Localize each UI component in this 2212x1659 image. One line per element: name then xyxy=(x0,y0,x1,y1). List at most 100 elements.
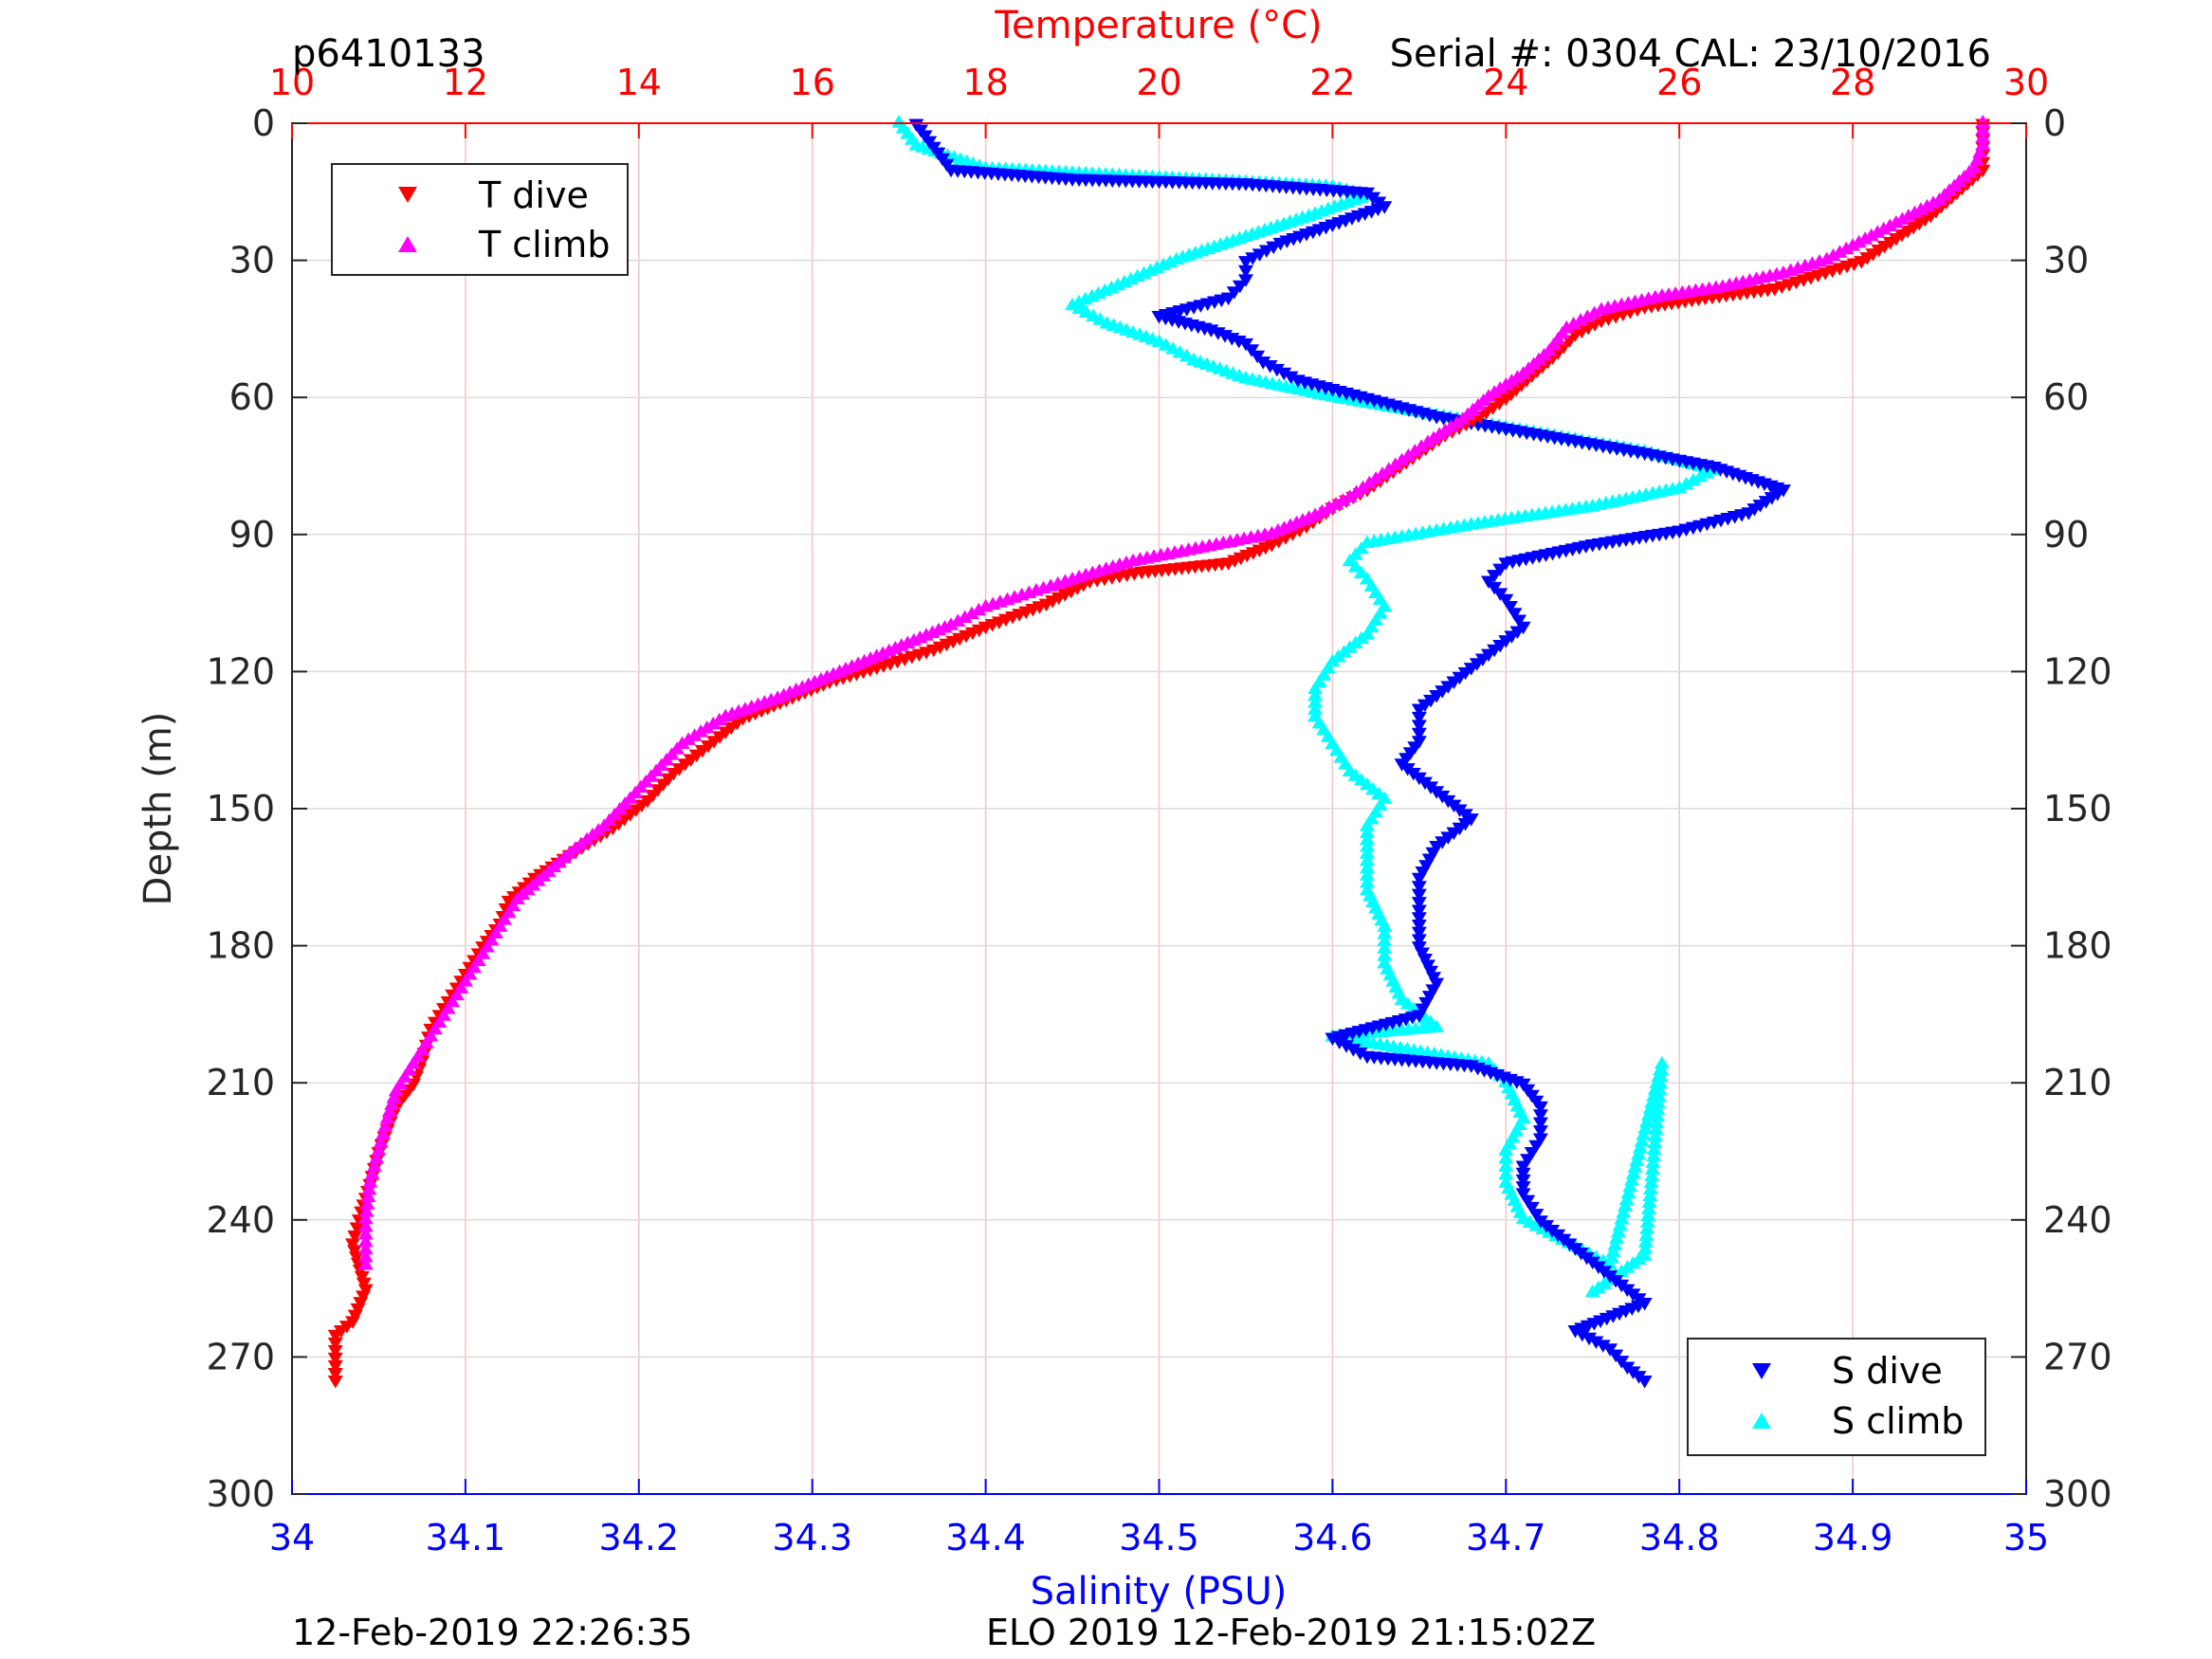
footer-timestamp: 12-Feb-2019 22:26:35 xyxy=(292,1612,693,1653)
data-point xyxy=(1654,1062,1670,1076)
data-point xyxy=(1646,1141,1662,1156)
series-t-climb xyxy=(357,115,1991,1270)
data-point xyxy=(1352,1047,1368,1061)
salinity-tick-label: 34.7 xyxy=(1466,1517,1546,1559)
data-point xyxy=(357,1241,374,1255)
depth-tick-label-right: 180 xyxy=(2043,925,2112,967)
data-point xyxy=(501,895,517,909)
data-point xyxy=(1411,919,1427,933)
data-point xyxy=(1528,1209,1545,1222)
data-point xyxy=(1638,1228,1654,1241)
data-point xyxy=(346,1245,362,1258)
data-point xyxy=(1622,1178,1638,1193)
data-point xyxy=(1359,846,1375,859)
data-point xyxy=(1653,1068,1669,1083)
data-point xyxy=(1258,245,1274,259)
data-point xyxy=(1636,1127,1652,1140)
data-point xyxy=(1637,1234,1654,1248)
salinity-tick-label: 34.6 xyxy=(1292,1517,1373,1559)
data-point xyxy=(1498,1166,1514,1180)
data-point xyxy=(373,1135,389,1148)
data-point xyxy=(1307,681,1324,695)
data-point xyxy=(1644,1161,1660,1176)
data-point xyxy=(1307,702,1324,715)
data-point xyxy=(1057,589,1073,602)
data-point xyxy=(1653,1075,1669,1089)
data-point xyxy=(348,1251,364,1265)
data-point xyxy=(1331,1036,1347,1049)
salinity-legend: S dive S climb xyxy=(1687,1338,1986,1456)
salinity-tick-label: 34.9 xyxy=(1813,1517,1893,1559)
data-point xyxy=(1618,1192,1635,1206)
depth-tick-label-left: 300 xyxy=(206,1473,275,1515)
data-point xyxy=(327,1376,343,1389)
data-point xyxy=(1643,1175,1659,1189)
temperature-legend-box xyxy=(331,163,629,276)
data-point xyxy=(1411,711,1427,725)
data-point xyxy=(1411,934,1427,947)
depth-tick-label-left: 210 xyxy=(206,1062,275,1103)
data-point xyxy=(1063,585,1079,599)
depth-tick-label-right: 210 xyxy=(2043,1062,2112,1103)
data-point xyxy=(327,1344,343,1358)
data-point xyxy=(1612,1217,1628,1231)
depth-tick-label-left: 120 xyxy=(206,650,275,692)
data-point xyxy=(1272,237,1289,251)
data-point xyxy=(1636,1376,1653,1389)
temperature-legend: T dive T climb xyxy=(331,163,629,276)
data-point xyxy=(347,1230,363,1244)
data-point xyxy=(1359,875,1375,888)
s-dive-legend-marker xyxy=(1752,1363,1771,1379)
data-point xyxy=(1532,1117,1548,1131)
data-point xyxy=(1377,933,1393,947)
s-climb-legend-label: S climb xyxy=(1832,1400,1964,1442)
data-point xyxy=(1532,1101,1548,1115)
data-point xyxy=(1975,122,1991,136)
data-point xyxy=(1528,1139,1545,1154)
depth-tick-label-right: 270 xyxy=(2043,1336,2112,1377)
data-point xyxy=(1339,1040,1355,1053)
data-point xyxy=(357,1257,374,1270)
data-point xyxy=(1307,695,1324,708)
series-layer xyxy=(327,115,1991,1389)
data-point xyxy=(1593,315,1609,329)
data-point xyxy=(1325,1032,1341,1046)
data-point xyxy=(327,1359,343,1374)
temperature-tick-label: 24 xyxy=(1483,62,1528,103)
depth-tick-label-left: 240 xyxy=(206,1199,275,1241)
t-dive-legend-marker xyxy=(398,187,417,203)
data-point xyxy=(1520,1154,1536,1167)
data-point xyxy=(1648,1121,1664,1136)
data-point xyxy=(1607,1237,1623,1250)
t-dive-legend-label: T dive xyxy=(478,174,589,216)
data-point xyxy=(1640,1208,1656,1221)
data-point xyxy=(1646,1148,1662,1162)
data-point xyxy=(1359,831,1375,846)
data-point xyxy=(375,1126,392,1140)
data-point xyxy=(327,1337,343,1351)
temperature-tick-label: 12 xyxy=(443,62,488,103)
data-point xyxy=(1631,1146,1647,1160)
series-s-dive xyxy=(908,118,1791,1389)
data-point xyxy=(1498,1142,1514,1156)
footer-mission: ELO 2019 12-Feb-2019 21:15:02Z xyxy=(986,1612,1596,1653)
temperature-tick-label: 20 xyxy=(1136,62,1181,103)
salinity-axis-label: Salinity (PSU) xyxy=(1031,1570,1288,1613)
data-point xyxy=(327,1367,343,1381)
temperature-tick-label: 30 xyxy=(2003,62,2049,103)
t-climb-legend-marker xyxy=(398,236,417,252)
data-point xyxy=(1411,727,1427,741)
data-point xyxy=(1411,897,1427,910)
salinity-tick-label: 34 xyxy=(269,1517,315,1559)
data-point xyxy=(1627,1159,1643,1173)
data-point xyxy=(357,1211,374,1225)
data-point xyxy=(1644,1168,1660,1182)
data-point xyxy=(1634,1134,1650,1147)
temperature-tick-label: 22 xyxy=(1309,62,1355,103)
depth-tick-label-right: 120 xyxy=(2043,650,2112,692)
data-point xyxy=(1649,1115,1665,1129)
data-point xyxy=(1515,1167,1531,1181)
data-point xyxy=(1524,1147,1540,1160)
data-point xyxy=(1262,359,1278,374)
